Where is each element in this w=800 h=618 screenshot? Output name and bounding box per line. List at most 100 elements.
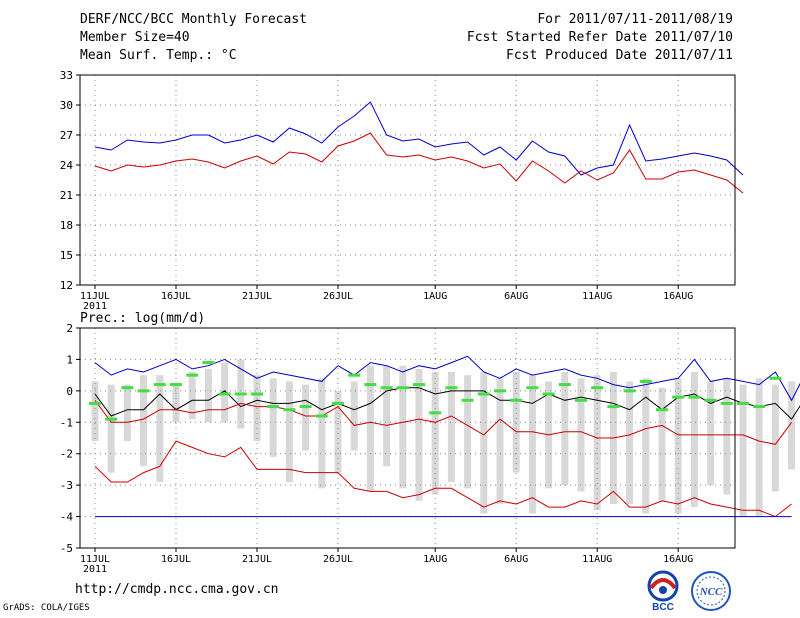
series-mean-line: [94, 387, 800, 420]
spread-box: [447, 372, 455, 482]
observed-mark: [283, 408, 296, 412]
observed-mark: [477, 392, 490, 396]
spread-box: [399, 365, 407, 489]
spread-box: [334, 390, 342, 473]
spread-box: [156, 375, 164, 482]
observed-mark: [639, 379, 652, 383]
spread-box: [512, 372, 520, 473]
observed-mark: [380, 386, 393, 390]
variable-label: Mean Surf. Temp.: °C: [80, 48, 237, 63]
spread-box: [658, 387, 666, 501]
x-tick-label: 16AUG: [663, 291, 693, 302]
bcc-logo-text: BCC: [652, 602, 674, 612]
y-tick-label: 21: [60, 189, 73, 202]
spread-box: [318, 378, 326, 489]
observed-mark: [688, 395, 701, 399]
observed-mark: [299, 405, 312, 409]
spread-box: [123, 384, 131, 442]
observed-mark: [704, 398, 717, 402]
spread-box: [755, 378, 763, 517]
ncc-logo-text: NCC: [699, 586, 723, 598]
observed-mark: [607, 405, 620, 409]
observed-mark: [202, 361, 215, 365]
bcc-logo: BCC: [647, 570, 679, 612]
series-lower-line: [94, 440, 792, 518]
spread-box: [561, 372, 569, 486]
observed-mark: [89, 401, 101, 405]
x-tick-label: 26JUL: [323, 554, 353, 565]
spread-box: [221, 362, 229, 423]
y-tick-label: -1: [60, 416, 73, 429]
y-tick-label: 33: [60, 69, 73, 82]
start-date: Fcst Started Refer Date 2011/07/10: [466, 30, 733, 45]
x-tick-sublabel: 2011: [83, 301, 107, 312]
x-tick-label: 16JUL: [161, 291, 191, 302]
x-tick-label: 16AUG: [663, 554, 693, 565]
x-tick-label: 21JUL: [242, 554, 272, 565]
source-url[interactable]: http://cmdp.ncc.cma.gov.cn: [75, 582, 279, 597]
chart-title: DERF/NCC/BCC Monthly Forecast: [80, 12, 307, 27]
x-tick-label: 1AUG: [423, 291, 447, 302]
forecast-period: For 2011/07/11-2011/08/19: [537, 12, 733, 27]
x-tick-label: 6AUG: [504, 554, 528, 565]
observed-mark: [542, 392, 555, 396]
observed-mark: [137, 389, 150, 393]
y-tick-label: 30: [60, 99, 73, 112]
x-tick-label: 11JUL: [80, 291, 110, 302]
observed-mark: [769, 376, 782, 380]
spread-box: [674, 378, 682, 514]
spread-box: [690, 372, 698, 508]
observed-mark: [737, 401, 749, 405]
observed-mark: [332, 401, 344, 405]
x-tick-sublabel: 2011: [83, 564, 107, 575]
spread-box: [528, 375, 536, 514]
x-tick-label: 16JUL: [161, 554, 191, 565]
x-tick-label: 26JUL: [323, 291, 353, 302]
plot-frame: [79, 327, 736, 549]
spread-box: [204, 368, 212, 423]
observed-mark: [445, 386, 458, 390]
y-tick-label: -4: [60, 511, 74, 524]
observed-mark: [267, 405, 280, 409]
y-tick-label: 24: [60, 159, 74, 172]
observed-mark: [153, 383, 166, 387]
x-tick-label: 1AUG: [423, 554, 447, 565]
observed-mark: [364, 383, 377, 387]
spread-box: [496, 378, 504, 504]
series-upper-line: [94, 400, 793, 445]
x-tick-label: 6AUG: [504, 291, 528, 302]
spread-box: [285, 381, 293, 482]
observed-mark: [121, 386, 134, 390]
observed-mark: [575, 398, 587, 402]
x-tick-label: 21JUL: [242, 291, 272, 302]
spread-box: [415, 368, 423, 501]
spread-box: [642, 378, 650, 514]
observed-mark: [218, 392, 231, 396]
spread-box: [366, 365, 374, 492]
y-tick-label: 1: [66, 353, 73, 366]
y-tick-label: 0: [66, 385, 73, 398]
x-tick-label: 11JUL: [80, 554, 110, 565]
observed-mark: [526, 386, 539, 390]
panel-title: Prec.: log(mm/d): [80, 311, 205, 326]
spread-box: [739, 384, 747, 517]
spread-box: [723, 378, 731, 495]
spread-box: [107, 384, 115, 473]
y-tick-label: 15: [60, 249, 73, 262]
y-tick-label: 12: [60, 279, 73, 292]
observed-mark: [591, 386, 604, 390]
observed-mark: [170, 383, 182, 387]
series-max-line: [94, 101, 744, 176]
observed-mark: [234, 392, 247, 396]
observed-mark: [105, 417, 118, 421]
observed-mark: [720, 401, 733, 405]
spread-box: [91, 381, 99, 442]
produced-date: Fcst Produced Date 2011/07/11: [506, 48, 733, 63]
observed-mark: [413, 383, 425, 387]
observed-mark: [186, 373, 199, 377]
spread-box: [577, 378, 585, 492]
observed-mark: [251, 392, 263, 396]
